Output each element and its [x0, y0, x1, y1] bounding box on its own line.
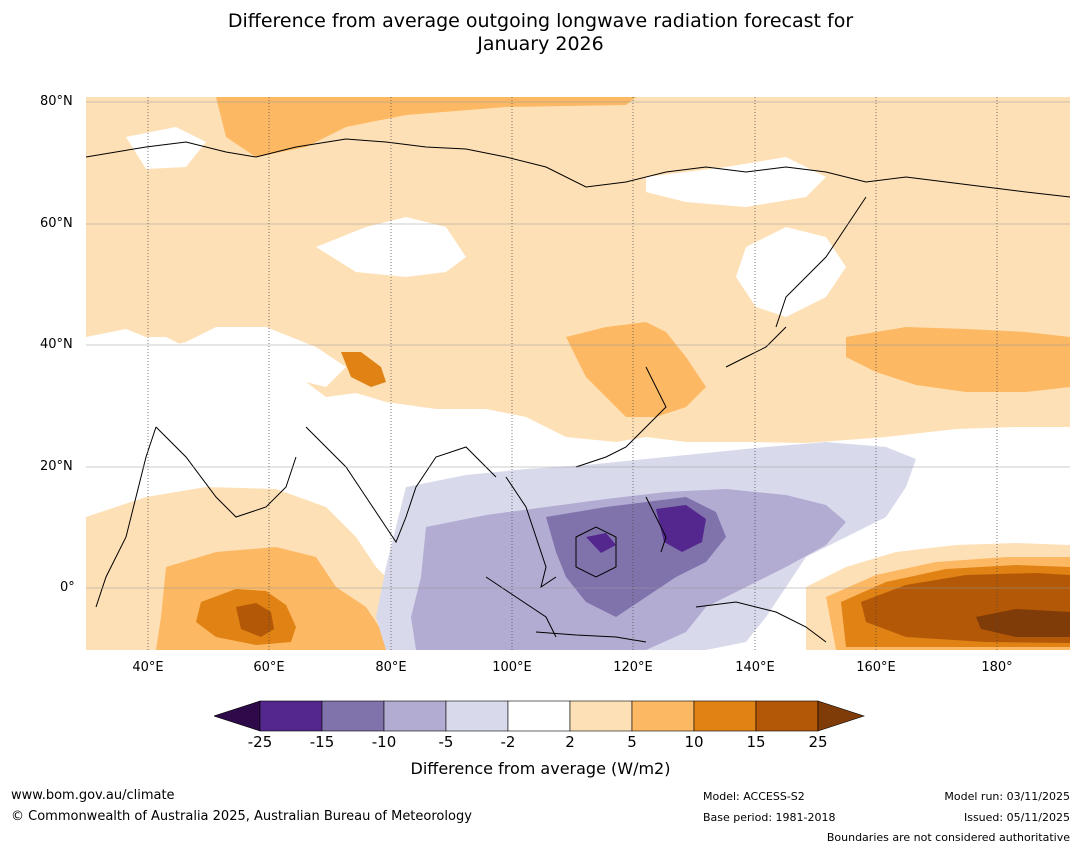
map-title: Difference from average outgoing longwav…	[0, 10, 1081, 56]
coastline-philippines	[645, 496, 667, 553]
neutral-region-arctic-west	[126, 127, 206, 169]
neutral-region-middle-east	[176, 327, 346, 387]
footer-website[interactable]: www.bom.gov.au/climate	[11, 788, 175, 803]
neutral-region-northeast	[736, 227, 846, 317]
longitude-gridlines	[147, 97, 998, 650]
footer-model-run: Model run: 03/11/2025	[944, 790, 1070, 803]
lat-label-40n: 40°N	[40, 337, 73, 352]
anomaly-region-pacific-extreme	[976, 609, 1070, 637]
colorbar-bin-9	[755, 700, 819, 732]
lat-label-20n: 20°N	[40, 459, 73, 474]
colorbar-tick-10: 10	[684, 733, 704, 751]
footer-issued: Issued: 05/11/2025	[963, 811, 1070, 824]
coastline-indochina	[505, 476, 557, 589]
coastline-europe-asia-north	[86, 138, 1070, 198]
anomaly-region-philippines-core	[656, 505, 706, 552]
anomaly-map	[86, 97, 1070, 650]
colorbar-bin-7	[631, 700, 695, 732]
coastlines	[86, 138, 1070, 643]
colorbar-extend-low	[214, 700, 261, 732]
coastline-java	[535, 631, 647, 643]
colorbar-label: Difference from average (W/m2)	[410, 759, 671, 778]
title-line-2: January 2026	[477, 33, 604, 55]
coastline-china	[575, 366, 667, 468]
anomaly-region-himalaya	[341, 352, 386, 387]
colorbar-tick-25: 25	[808, 733, 828, 751]
coastline-arabia	[155, 426, 297, 518]
footer-base-period: Base period: 1981-2018	[703, 811, 836, 824]
anomaly-region-core-indian-ocean	[236, 603, 274, 637]
colorbar-tick-2: 2	[565, 733, 575, 751]
title-line-1: Difference from average outgoing longwav…	[227, 10, 854, 32]
coastline-sumatra	[485, 576, 557, 638]
colorbar-bin-1	[259, 700, 323, 732]
anomaly-region-east-asia	[566, 322, 706, 417]
lat-label-60n: 60°N	[40, 216, 73, 231]
colorbar-bin-2	[321, 700, 385, 732]
footer-disclaimer: Boundaries are not considered authoritat…	[826, 831, 1070, 844]
anomaly-region-north	[86, 97, 1070, 443]
lon-label-140e: 140°E	[735, 660, 775, 675]
neutral-region-siberia	[646, 157, 826, 207]
anomaly-region-barents	[216, 97, 636, 157]
lon-label-180: 180°	[981, 660, 1013, 675]
colorbar-tick-15: 15	[746, 733, 766, 751]
colorbar-bin-6	[569, 700, 633, 732]
lat-label-equator: 0°	[60, 580, 75, 595]
lon-label-40e: 40°E	[132, 660, 164, 675]
anomaly-region-north-pacific	[846, 327, 1070, 392]
lon-label-120e: 120°E	[613, 660, 653, 675]
coastline-borneo	[575, 526, 617, 578]
colorbar-tick-minus15: -15	[309, 733, 335, 751]
colorbar-bin-5	[507, 700, 571, 732]
colorbar-tick-minus5: -5	[438, 733, 454, 751]
colorbar	[214, 700, 865, 732]
colorbar-extend-high	[817, 700, 865, 732]
lon-label-80e: 80°E	[375, 660, 407, 675]
coastline-kamchatka	[775, 196, 867, 328]
lon-label-160e: 160°E	[856, 660, 896, 675]
footer-model: Model: ACCESS-S2	[703, 790, 805, 803]
lat-label-80n: 80°N	[40, 94, 73, 109]
lon-label-60e: 60°E	[253, 660, 285, 675]
colorbar-bin-3	[383, 700, 447, 732]
anomaly-region-borneo-core	[586, 533, 616, 553]
coastline-japan	[725, 326, 787, 368]
coastline-new-guinea	[695, 601, 827, 643]
colorbar-tick-minus2: -2	[500, 733, 516, 751]
lon-label-100e: 100°E	[492, 660, 532, 675]
colorbar-tick-5: 5	[627, 733, 637, 751]
colorbar-tick-minus10: -10	[371, 733, 397, 751]
colorbar-bin-4	[445, 700, 509, 732]
footer-copyright: © Commonwealth of Australia 2025, Austra…	[11, 809, 472, 824]
latitude-gridlines	[86, 101, 1070, 589]
colorbar-bin-8	[693, 700, 757, 732]
colorbar-tick-minus25: -25	[247, 733, 273, 751]
coastline-india	[305, 426, 497, 544]
